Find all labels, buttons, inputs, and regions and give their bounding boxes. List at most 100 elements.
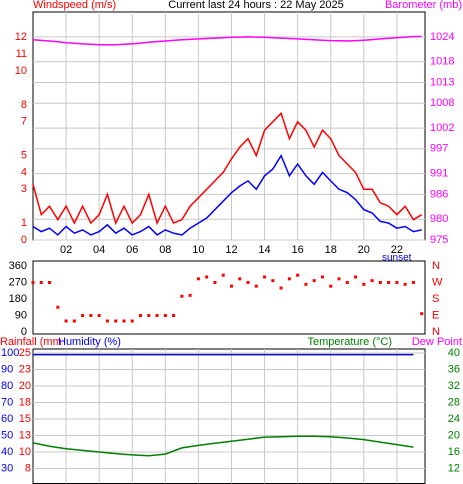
direction-point	[271, 279, 275, 283]
direction-point	[97, 314, 101, 317]
direction-point	[155, 314, 159, 317]
y-tick-label: 60	[1, 413, 13, 425]
x-tick-label: 22	[391, 244, 403, 256]
direction-point	[329, 284, 333, 288]
y2-tick-label: 32	[448, 380, 460, 392]
direction-point	[320, 275, 324, 279]
rainfall-axis-title: Rainfall (mm	[0, 336, 62, 348]
x-tick-label: 08	[159, 244, 171, 256]
y-tick-label: 270	[9, 276, 27, 288]
x-tick-label: 12	[225, 244, 237, 256]
y2-tick-label: 1002	[430, 122, 454, 134]
y-tick-label: 7	[21, 116, 27, 128]
barometer-axis-title: Barometer (mb)	[385, 0, 462, 11]
direction-point	[420, 312, 424, 316]
y-tick-label: 5	[21, 149, 27, 161]
direction-point	[180, 294, 184, 298]
direction-point	[39, 281, 43, 284]
y-tick-label: 4	[21, 166, 27, 178]
direction-point	[105, 319, 109, 323]
direction-point	[89, 314, 93, 317]
y3-tick-label: 13	[19, 429, 31, 441]
direction-point	[196, 277, 200, 281]
x-tick-label: 02	[60, 244, 72, 256]
direction-point	[172, 314, 176, 317]
y3-tick-label: 18	[19, 396, 31, 408]
series-line	[32, 153, 422, 236]
y2-tick-label: 28	[448, 396, 460, 408]
series-line	[32, 111, 423, 226]
direction-point	[122, 319, 126, 323]
direction-point	[213, 281, 217, 284]
direction-point	[304, 282, 308, 286]
y-tick-label: 12	[15, 31, 27, 43]
y2-tick-label: 1018	[430, 56, 454, 68]
direction-point	[246, 281, 250, 284]
humidity-axis-title: Humidity (%)	[58, 336, 121, 348]
direction-point	[403, 282, 407, 286]
dew-point-title: Dew Point	[412, 336, 462, 348]
direction-point	[263, 275, 267, 279]
x-tick-label: 06	[126, 244, 138, 256]
x-tick-label: 14	[258, 244, 270, 256]
y-tick-label: 180	[9, 293, 27, 305]
x-tick-label: 18	[325, 244, 337, 256]
plot-frame	[32, 260, 426, 335]
temperature-axis-title: Temperature (°C)	[308, 336, 392, 348]
y-tick-label: 30	[1, 462, 13, 474]
y2-tick-label: 36	[448, 363, 460, 375]
y2-tick-label: 975	[430, 234, 448, 246]
y2-tick-label: S	[432, 293, 439, 305]
y2-tick-label: N	[432, 260, 440, 272]
y2-tick-label: N	[432, 326, 440, 338]
y3-tick-label: 20	[19, 380, 31, 392]
y-tick-label: 3	[21, 183, 27, 195]
y-tick-label: 1	[21, 217, 27, 229]
direction-point	[163, 314, 167, 317]
direction-point	[354, 275, 358, 279]
direction-point	[370, 279, 374, 283]
y-tick-label: 10	[15, 65, 27, 77]
series-line	[32, 35, 422, 46]
direction-point	[114, 319, 118, 323]
direction-point	[395, 281, 399, 284]
direction-point	[238, 277, 242, 281]
direction-point	[411, 281, 415, 284]
plot-area	[32, 349, 425, 484]
y-tick-label: 80	[1, 380, 13, 392]
direction-point	[48, 281, 52, 284]
y-tick-label: 0	[21, 326, 27, 338]
direction-point	[56, 305, 60, 309]
chart-title: Current last 24 hours : 22 May 2025	[168, 0, 343, 11]
x-tick-label: 16	[292, 244, 304, 256]
direction-point	[188, 293, 192, 297]
direction-point	[81, 314, 85, 317]
y2-tick-label: 24	[448, 413, 460, 425]
y2-tick-label: 40	[448, 347, 460, 359]
direction-point	[31, 281, 35, 284]
series-line	[32, 435, 414, 457]
direction-point	[147, 314, 151, 317]
y2-tick-label: 1013	[430, 76, 454, 88]
y2-tick-label: W	[432, 276, 443, 288]
y2-tick-label: 20	[448, 429, 460, 441]
direction-point	[64, 319, 68, 323]
y-tick-label: 11	[16, 48, 27, 60]
direction-point	[72, 319, 76, 323]
direction-point	[279, 286, 283, 290]
wind-axis-title: Windspeed (m/s)	[33, 0, 116, 11]
y3-tick-label: 25	[19, 347, 31, 359]
direction-point	[139, 314, 143, 317]
y2-tick-label: 12	[448, 462, 460, 474]
direction-point	[205, 275, 209, 279]
direction-point	[287, 277, 291, 281]
direction-point	[229, 284, 233, 288]
y2-tick-label: 986	[430, 188, 448, 200]
direction-point	[221, 273, 225, 277]
direction-point	[362, 282, 366, 286]
y2-tick-label: 1024	[430, 31, 454, 43]
direction-point	[387, 281, 391, 284]
direction-point	[378, 281, 382, 284]
y2-tick-label: 997	[430, 143, 448, 155]
